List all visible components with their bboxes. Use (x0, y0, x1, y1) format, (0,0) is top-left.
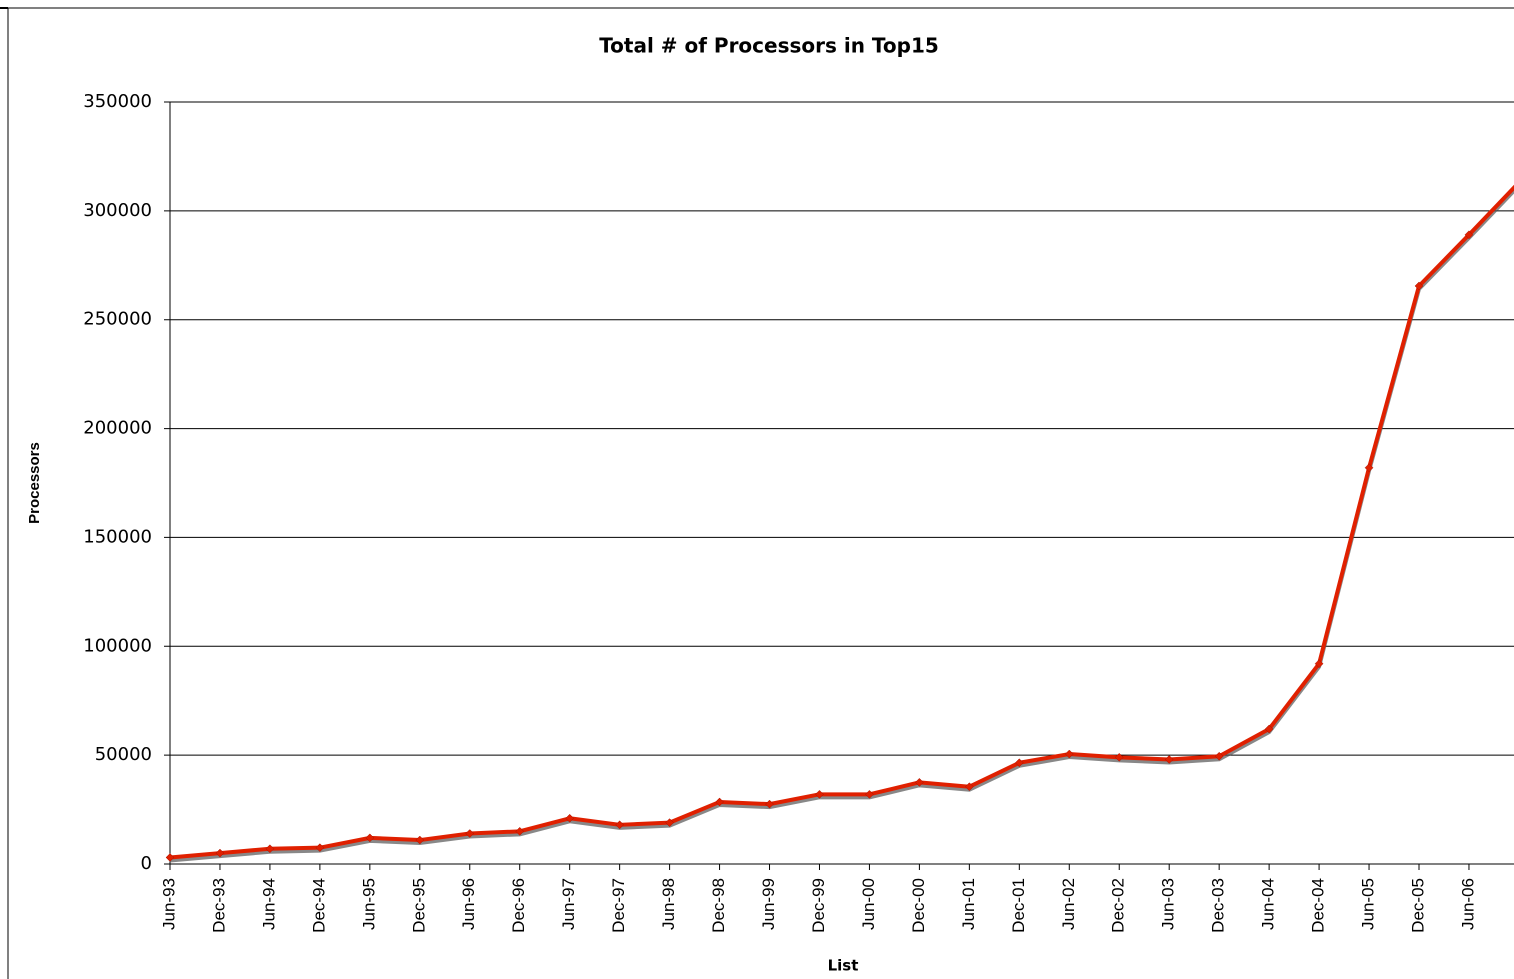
marker (615, 820, 624, 830)
marker (215, 848, 225, 858)
marker (1114, 752, 1124, 762)
x-tick-label: Dec-01 (1009, 878, 1028, 933)
chart-title: Total # of Processors in Top15 (599, 34, 939, 58)
x-tick-label: Dec-00 (909, 878, 928, 933)
marker (165, 853, 175, 862)
x-tick-label: Dec-04 (1309, 878, 1328, 933)
marker (765, 799, 774, 809)
series-line (169, 184, 1514, 860)
y-tick-label: 350000 (83, 91, 152, 112)
marker (1314, 659, 1324, 669)
x-tick-label: Jun-02 (1059, 878, 1078, 930)
x-tick-label: Jun-93 (159, 878, 178, 930)
x-tick-label: Jun-05 (1359, 878, 1378, 930)
marker (1064, 749, 1074, 759)
marker (315, 843, 325, 853)
x-tick-label: Dec-03 (1209, 878, 1228, 933)
x-tick-label: Jun-95 (359, 878, 378, 930)
marker (865, 789, 874, 799)
x-tick-label: Dec-99 (809, 878, 828, 933)
marker (715, 797, 724, 807)
x-tick-label: Jun-94 (259, 878, 278, 930)
x-tick-label: Dec-95 (409, 878, 428, 933)
x-tick-label: Jun-99 (759, 878, 778, 930)
x-tick-label: Jun-97 (559, 878, 578, 930)
x-tick-label: Jun-01 (959, 878, 978, 930)
x-tick-label: Dec-97 (609, 878, 628, 933)
y-tick-label: 100000 (83, 635, 152, 656)
x-tick-label: Jun-96 (459, 878, 478, 930)
marker (1164, 755, 1174, 764)
x-tick-label: Jun-04 (1259, 878, 1278, 930)
marker (515, 826, 525, 836)
y-tick-label: 0 (141, 853, 152, 874)
marker (265, 844, 275, 854)
x-tick-label: Dec-98 (709, 878, 728, 933)
marker (465, 829, 475, 838)
marker (1464, 230, 1474, 240)
y-axis-title: Processors (26, 442, 43, 524)
x-tick-label: Jun-03 (1159, 878, 1178, 930)
x-tick-label: Dec-02 (1109, 878, 1128, 933)
marker (665, 818, 674, 827)
marker (1264, 724, 1274, 734)
marker (565, 813, 575, 823)
marker (915, 778, 924, 787)
marker (965, 782, 974, 792)
x-tick-label: Dec-96 (509, 878, 528, 933)
x-tick-label: Jun-06 (1458, 878, 1477, 930)
marker (365, 833, 375, 843)
x-tick-label: Jun-98 (659, 878, 678, 930)
marker (1364, 463, 1374, 473)
x-tick-label: Dec-94 (309, 878, 328, 933)
x-tick-label: Jun-00 (859, 878, 878, 930)
y-tick-label: 50000 (95, 744, 152, 765)
x-tick-label: Dec-93 (209, 878, 228, 933)
marker (415, 835, 425, 845)
y-tick-label: 150000 (83, 526, 152, 547)
marker (1214, 751, 1224, 761)
marker (1014, 758, 1024, 768)
y-tick-label: 200000 (83, 418, 152, 439)
x-tick-label: Dec-05 (1408, 878, 1427, 933)
y-tick-label: 250000 (83, 309, 152, 330)
marker (815, 789, 824, 799)
line-shadow (169, 187, 1514, 863)
marker (1414, 281, 1424, 291)
x-axis-title: List (828, 957, 859, 975)
y-tick-label: 300000 (83, 200, 152, 221)
